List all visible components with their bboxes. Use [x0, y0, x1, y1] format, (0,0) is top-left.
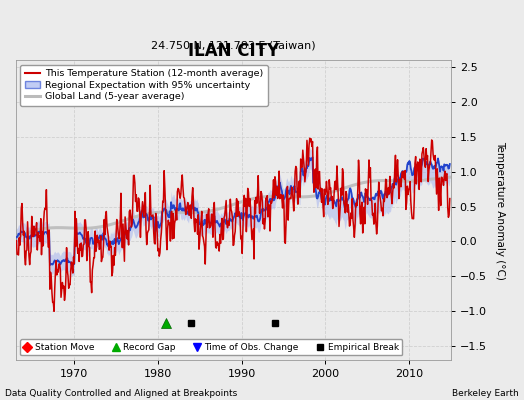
Text: Data Quality Controlled and Aligned at Breakpoints: Data Quality Controlled and Aligned at B… — [5, 389, 237, 398]
Title: ILAN CITY: ILAN CITY — [188, 42, 279, 60]
Y-axis label: Temperature Anomaly (°C): Temperature Anomaly (°C) — [495, 140, 505, 280]
Text: 24.750 N, 121.783 E (Taiwan): 24.750 N, 121.783 E (Taiwan) — [151, 41, 315, 51]
Text: Berkeley Earth: Berkeley Earth — [452, 389, 519, 398]
Legend: Station Move, Record Gap, Time of Obs. Change, Empirical Break: Station Move, Record Gap, Time of Obs. C… — [20, 339, 402, 356]
